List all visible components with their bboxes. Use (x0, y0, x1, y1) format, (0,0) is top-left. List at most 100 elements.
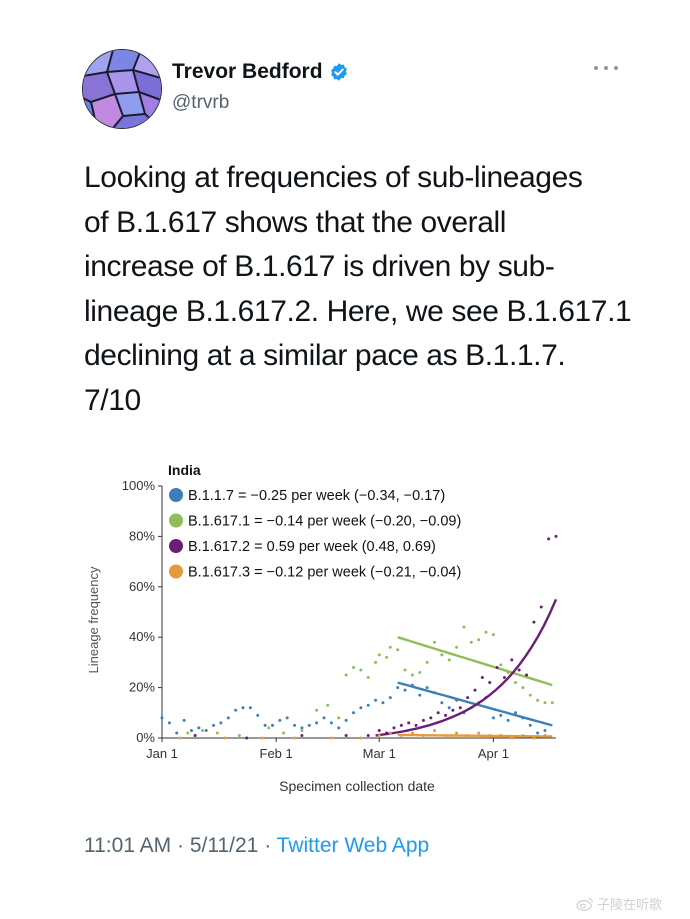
data-point-b-1-1-7 (396, 686, 400, 690)
y-tick-label: 0% (136, 730, 155, 745)
data-point-b-1-1-7 (425, 686, 429, 690)
data-point-b-1-617-3 (432, 728, 436, 732)
data-point-b-1-1-7 (491, 716, 495, 720)
data-point-b-1-1-7 (418, 693, 422, 697)
data-point-b-1-1-7 (307, 723, 311, 727)
data-point-b-1-617-1 (447, 658, 451, 662)
data-point-b-1-617-1 (282, 731, 286, 735)
data-point-b-1-617-2 (377, 728, 381, 732)
data-point-b-1-1-7 (189, 728, 193, 732)
data-point-b-1-617-2 (414, 723, 418, 727)
data-point-b-1-617-2 (547, 537, 551, 541)
data-point-b-1-1-7 (270, 723, 274, 727)
data-point-b-1-1-7 (234, 708, 238, 712)
data-point-b-1-617-1 (469, 640, 473, 644)
avatar[interactable] (82, 49, 162, 129)
data-point-b-1-617-3 (293, 736, 297, 740)
x-axis-label: Specimen collection date (279, 778, 435, 794)
x-tick-label: Apr 1 (478, 746, 509, 761)
data-point-b-1-617-3 (259, 736, 263, 740)
data-point-b-1-1-7 (381, 701, 385, 705)
data-point-b-1-617-1 (550, 701, 554, 705)
data-point-b-1-617-1 (477, 638, 481, 642)
data-point-b-1-617-1 (543, 701, 547, 705)
data-point-b-1-617-1 (201, 728, 205, 732)
data-point-b-1-1-7 (167, 721, 171, 725)
data-point-b-1-1-7 (256, 713, 260, 717)
chart-title: India (168, 462, 201, 478)
data-point-b-1-1-7 (513, 711, 517, 715)
data-point-b-1-617-2 (554, 534, 558, 538)
display-name[interactable]: Trevor Bedford (172, 60, 349, 84)
data-point-b-1-617-2 (466, 696, 470, 700)
tweet-text: Looking at frequencies of sub-lineages o… (84, 156, 632, 423)
data-point-b-1-617-3 (477, 731, 481, 735)
data-point-b-1-617-1 (366, 676, 370, 680)
data-point-b-1-617-2 (495, 665, 499, 669)
legend-marker (169, 539, 183, 553)
data-point-b-1-1-7 (388, 696, 392, 700)
tweet-text-line: declining at a similar pace as B.1.1.7. (84, 339, 566, 372)
data-point-b-1-617-1 (396, 648, 400, 652)
meta-separator: · (171, 834, 190, 857)
watermark-text: 子陵在听歌 (597, 897, 663, 912)
data-point-b-1-617-1 (267, 726, 271, 730)
data-point-b-1-617-1 (215, 731, 219, 735)
data-point-b-1-617-2 (366, 733, 370, 737)
data-point-b-1-617-3 (410, 731, 414, 735)
data-point-b-1-1-7 (329, 721, 333, 725)
data-point-b-1-1-7 (241, 706, 245, 710)
data-point-b-1-617-1 (528, 693, 532, 697)
data-point-b-1-617-3 (329, 736, 333, 740)
legend-marker (169, 564, 183, 579)
data-point-b-1-617-3 (455, 731, 459, 735)
data-point-b-1-617-2 (421, 718, 425, 722)
data-point-b-1-617-1 (359, 668, 363, 672)
data-point-b-1-1-7 (300, 726, 304, 730)
data-point-b-1-617-2 (436, 711, 440, 715)
data-point-b-1-617-1 (432, 640, 436, 644)
data-point-b-1-617-1 (455, 645, 459, 649)
lineage-frequency-chart[interactable]: India Lineage frequency Specimen collect… (78, 452, 578, 802)
y-tick-label: 40% (129, 629, 155, 644)
watermark: 子陵在听歌 (576, 894, 662, 913)
tweet-text-line: Looking at frequencies of sub-lineages (84, 161, 583, 194)
avatar-image (83, 50, 161, 128)
data-point-b-1-617-1 (513, 681, 517, 685)
data-point-b-1-617-1 (326, 703, 330, 707)
data-point-b-1-617-2 (525, 673, 529, 677)
data-point-b-1-1-7 (226, 716, 230, 720)
legend-entry: B.1.1.7 = −0.25 per week (−0.34, −0.17) (188, 488, 445, 504)
source-app-link[interactable]: Twitter Web App (276, 834, 430, 857)
tweet-date[interactable]: 5/11/21 (189, 834, 259, 857)
tweet-time[interactable]: 11:01 AM (84, 834, 172, 857)
data-point-b-1-617-1 (418, 670, 422, 674)
data-point-b-1-617-1 (315, 708, 319, 712)
legend-entry: B.1.617.1 = −0.14 per week (−0.20, −0.09… (188, 514, 461, 530)
data-point-b-1-617-2 (407, 721, 411, 725)
legend-entry: B.1.617.2 = 0.59 per week (0.48, 0.69) (188, 539, 436, 555)
handle[interactable]: @trvrb (172, 92, 230, 113)
tweet-text-line: lineage B.1.617.2. Here, we see B.1.617.… (84, 294, 632, 328)
y-tick-label: 60% (129, 579, 155, 594)
y-tick-label: 100% (122, 478, 156, 493)
tweet-metadata: 11:01 AM · 5/11/21 · Twitter Web App (84, 834, 429, 858)
display-name-text: Trevor Bedford (172, 60, 323, 83)
data-point-b-1-617-2 (502, 676, 506, 680)
data-point-b-1-617-1 (237, 733, 241, 737)
data-point-b-1-1-7 (499, 713, 503, 717)
fit-line-b-1-617-3 (397, 733, 553, 738)
data-point-b-1-617-1 (462, 625, 466, 629)
data-point-b-1-1-7 (366, 703, 370, 707)
data-point-b-1-617-2 (510, 658, 514, 662)
data-point-b-1-617-2 (344, 733, 348, 737)
chart-legend: B.1.1.7 = −0.25 per week (−0.34, −0.17) B… (169, 488, 461, 581)
data-point-b-1-617-2 (473, 688, 477, 692)
data-point-b-1-617-2 (451, 708, 455, 712)
data-point-b-1-1-7 (315, 721, 319, 725)
more-options-icon[interactable] (594, 63, 618, 73)
data-point-b-1-617-1 (499, 663, 503, 667)
data-point-b-1-617-2 (488, 681, 492, 685)
data-point-b-1-1-7 (322, 716, 326, 720)
tweet-text-line: 7/10 (84, 383, 141, 417)
